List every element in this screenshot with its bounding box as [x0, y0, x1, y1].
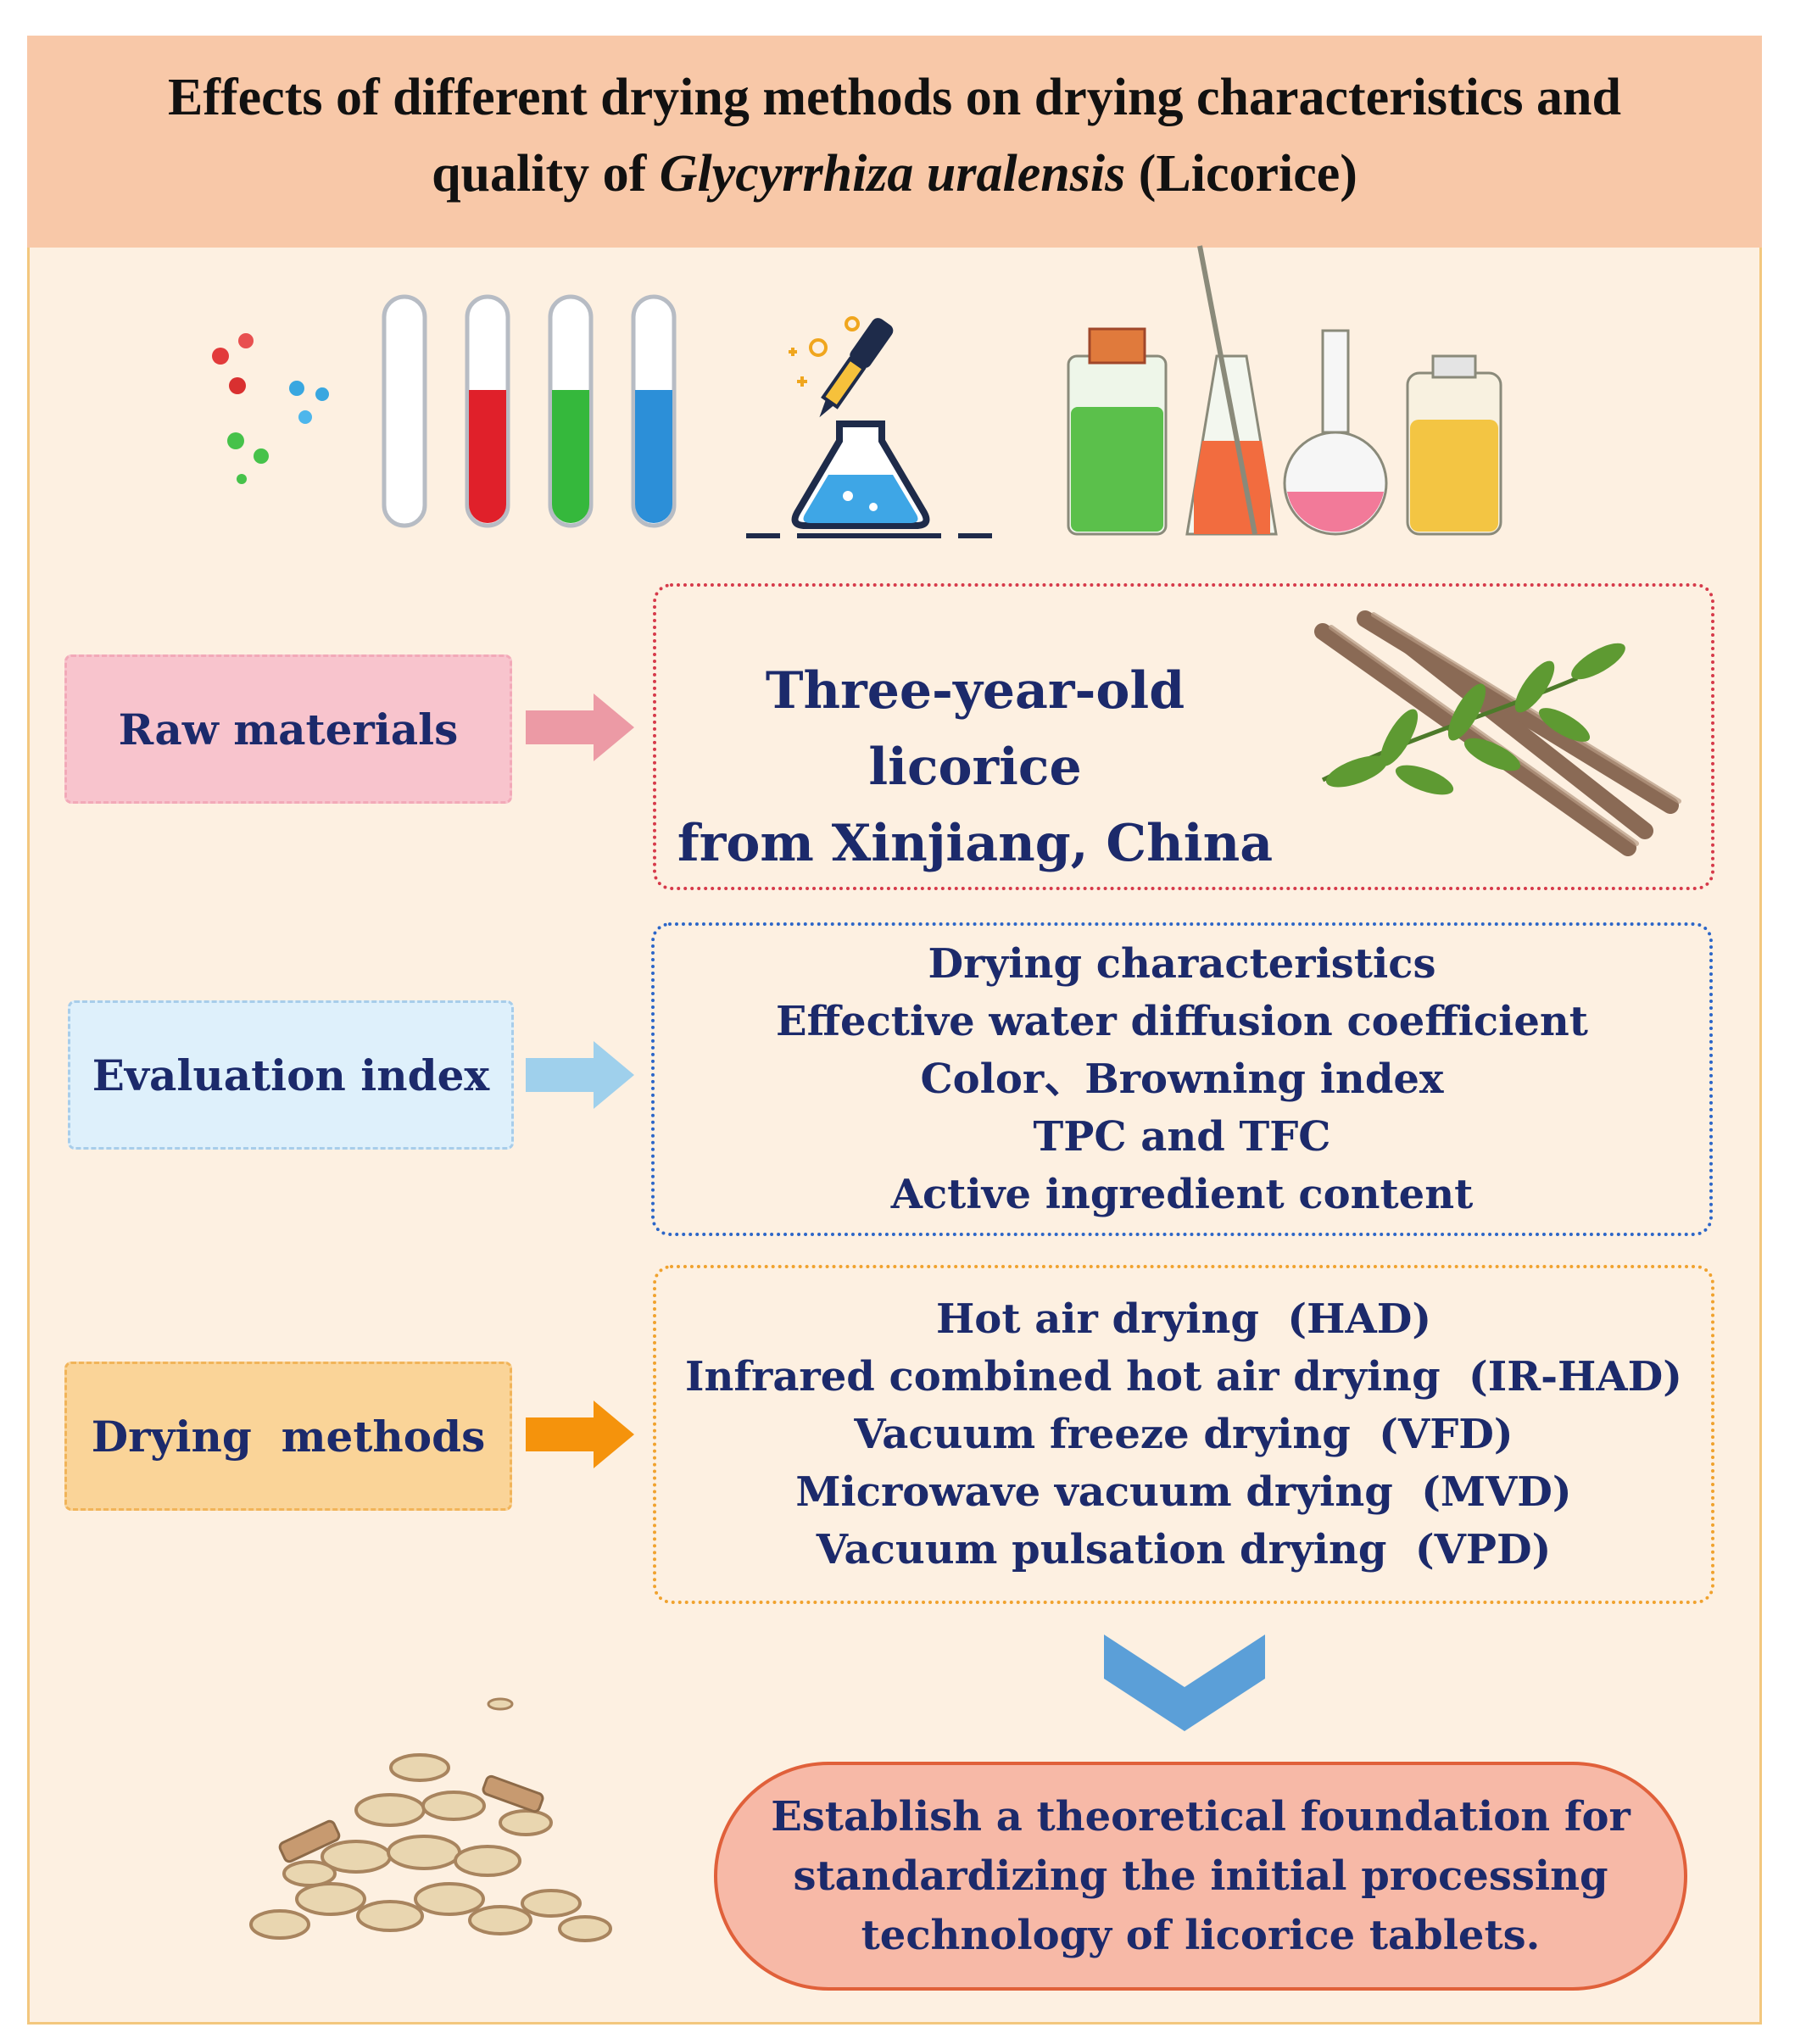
- title-bar: [27, 36, 1762, 248]
- test-tube-icon: [382, 294, 677, 528]
- evaluation-item: Drying characteristics: [928, 940, 1436, 988]
- molecule-dots-icon: [212, 333, 329, 484]
- evaluation-item: Effective water diffusion coefficient: [776, 998, 1588, 1045]
- lab-bottles-icon: [1067, 245, 1502, 536]
- figure-title: Effects of different drying methods on d…: [51, 59, 1738, 212]
- licorice-root-icon: [1314, 610, 1681, 856]
- drying-method-item: Vacuum freeze drying (VFD): [854, 1411, 1513, 1458]
- title-line-1: Effects of different drying methods on d…: [167, 69, 1622, 126]
- drying-methods-label: Drying methods: [64, 1362, 512, 1511]
- licorice-slices-icon: [249, 1697, 612, 1942]
- conclusion-line-2: standardizing the initial processing: [793, 1852, 1608, 1900]
- raw-materials-content: Three-year-old licorice from Xinjiang, C…: [670, 653, 1280, 882]
- title-line-2-suffix: (Licorice): [1125, 145, 1357, 203]
- evaluation-index-box: Drying characteristics Effective water d…: [651, 922, 1713, 1236]
- drying-method-item: Infrared combined hot air drying (IR-HAD…: [685, 1353, 1682, 1401]
- evaluation-item: Active ingredient content: [890, 1171, 1474, 1218]
- raw-materials-label: Raw materials: [64, 654, 512, 804]
- raw-content-line-2: from Xinjiang, China: [677, 814, 1274, 873]
- evaluation-arrow-icon: [526, 1041, 634, 1109]
- drying-methods-box: Hot air drying (HAD) Infrared combined h…: [653, 1265, 1714, 1604]
- conclusion-pill: Establish a theoretical foundation for s…: [714, 1762, 1687, 1991]
- raw-materials-box: [653, 583, 1714, 890]
- species-name: Glycyrrhiza uralensis: [659, 145, 1126, 203]
- evaluation-item: Color、Browning index: [920, 1055, 1444, 1103]
- conclusion-line-1: Establish a theoretical foundation for: [771, 1793, 1631, 1841]
- conclusion-line-3: technology of licorice tablets.: [861, 1912, 1541, 1959]
- drying-method-item: Hot air drying (HAD): [935, 1295, 1432, 1343]
- evaluation-index-label: Evaluation index: [68, 1000, 514, 1150]
- dropper-flask-icon: [746, 316, 992, 538]
- evaluation-item: TPC and TFC: [1033, 1113, 1331, 1161]
- drying-methods-label-text: Drying methods: [91, 1411, 486, 1462]
- evaluation-index-label-text: Evaluation index: [92, 1050, 490, 1100]
- raw-content-line-1: Three-year-old licorice: [765, 661, 1185, 797]
- drying-method-item: Microwave vacuum drying (MVD): [795, 1468, 1572, 1516]
- chevron-down-icon: [1104, 1635, 1265, 1731]
- drying-method-item: Vacuum pulsation drying (VPD): [816, 1526, 1552, 1573]
- raw-materials-label-text: Raw materials: [118, 704, 459, 755]
- drying-arrow-icon: [526, 1401, 634, 1468]
- raw-arrow-icon: [526, 693, 634, 761]
- title-line-2-prefix: quality of: [432, 145, 660, 203]
